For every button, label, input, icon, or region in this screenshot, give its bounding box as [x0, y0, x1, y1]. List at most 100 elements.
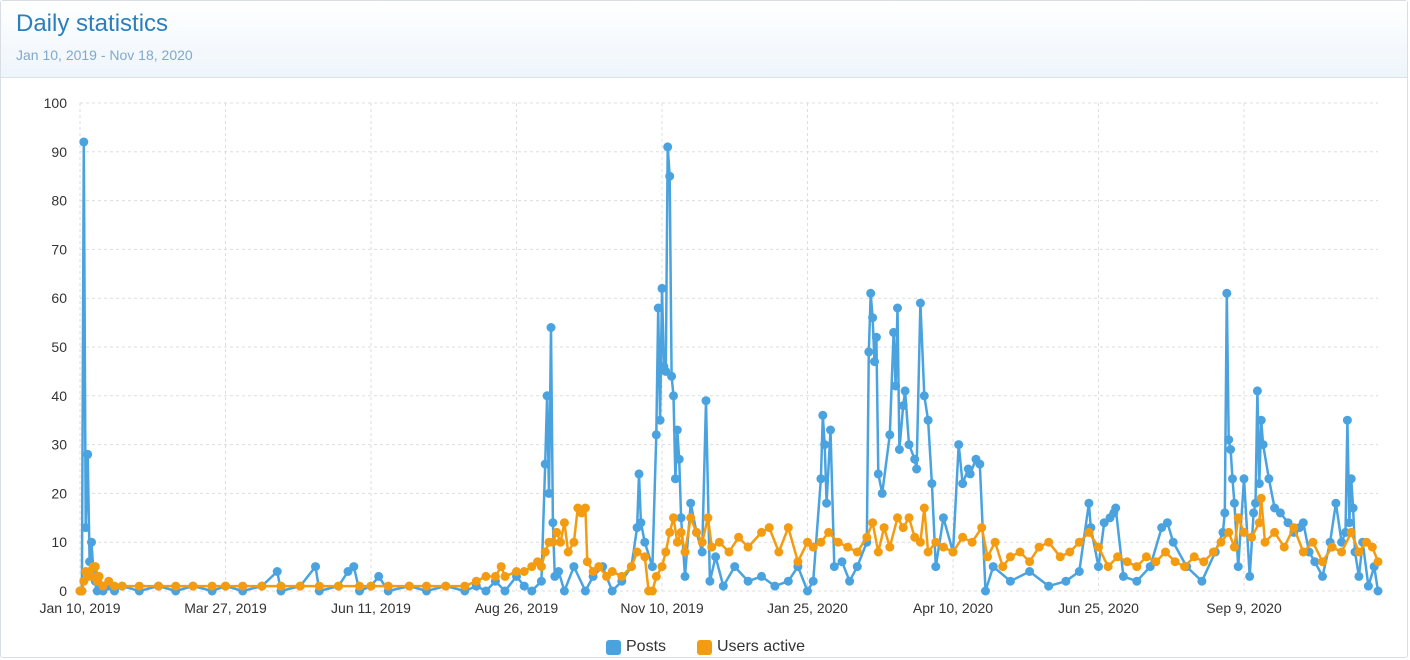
data-point-posts	[900, 386, 910, 396]
data-point-posts	[873, 469, 883, 479]
data-point-users-active	[893, 513, 902, 523]
data-point-posts	[1344, 518, 1354, 528]
data-point-users-active	[1346, 527, 1356, 537]
data-point-posts	[1346, 474, 1356, 484]
legend-label-users-active: Users active	[717, 638, 806, 655]
data-point-users-active	[931, 537, 941, 547]
data-point-users-active	[1025, 557, 1035, 567]
data-point-posts	[686, 498, 696, 508]
data-point-posts	[889, 327, 899, 337]
line-chart: 0 10 20 30 40 50 60 70 80 90 100 Jan 10, 2019 Mar 27…	[40, 95, 1383, 616]
data-point-posts	[981, 586, 990, 596]
x-tick-label: Mar 27, 2019	[184, 600, 267, 616]
y-tick-label: 60	[51, 290, 67, 306]
data-point-users-active	[134, 581, 144, 591]
data-point-posts	[1005, 576, 1015, 586]
data-point-posts	[803, 586, 812, 596]
data-point-posts	[634, 469, 644, 479]
data-point-users-active	[879, 523, 889, 533]
data-point-posts	[311, 562, 320, 572]
series-line-users-active	[80, 497, 1380, 593]
data-point-posts	[680, 571, 690, 581]
data-point-users-active	[552, 527, 562, 537]
legend-item-posts[interactable]: Posts	[606, 638, 666, 656]
data-point-users-active	[898, 523, 908, 533]
x-tick-label: Nov 10, 2019	[620, 600, 703, 616]
data-point-posts	[481, 586, 491, 596]
data-point-users-active	[1103, 562, 1113, 572]
data-point-users-active	[843, 542, 853, 552]
data-point-users-active	[873, 547, 883, 557]
data-point-users-active	[651, 571, 661, 581]
data-point-users-active	[990, 537, 1000, 547]
data-point-users-active	[734, 532, 744, 542]
data-point-users-active	[314, 581, 324, 591]
data-point-users-active	[1367, 542, 1377, 552]
data-point-users-active	[640, 552, 650, 562]
data-point-posts	[954, 440, 964, 450]
data-point-posts	[893, 303, 902, 313]
x-tick-label: Apr 10, 2020	[913, 600, 993, 616]
data-point-users-active	[594, 562, 604, 572]
data-point-users-active	[519, 567, 529, 576]
data-point-posts	[1061, 576, 1071, 586]
data-point-posts	[975, 459, 985, 469]
data-point-posts	[826, 425, 835, 435]
data-point-users-active	[1094, 542, 1103, 552]
data-point-posts	[1132, 576, 1142, 586]
data-point-posts	[1162, 518, 1172, 528]
data-point-users-active	[1308, 537, 1318, 547]
data-point-users-active	[676, 527, 686, 537]
data-point-posts	[1228, 474, 1237, 484]
data-point-posts	[864, 347, 874, 357]
data-point-users-active	[774, 547, 784, 557]
data-point-posts	[1264, 474, 1274, 484]
data-point-posts	[852, 562, 862, 572]
data-point-users-active	[1254, 518, 1264, 528]
data-point-posts	[636, 518, 646, 528]
data-point-posts	[1222, 288, 1232, 298]
data-point-posts	[697, 547, 707, 557]
data-point-users-active	[238, 581, 248, 591]
data-point-users-active	[724, 547, 734, 557]
data-point-posts	[783, 576, 793, 586]
data-point-posts	[770, 581, 780, 591]
data-point-users-active	[1373, 557, 1383, 567]
y-tick-label: 50	[51, 339, 67, 355]
data-point-users-active	[626, 562, 636, 572]
data-point-posts	[1256, 415, 1266, 425]
data-point-users-active	[355, 581, 364, 591]
data-point-users-active	[824, 527, 834, 537]
data-point-users-active	[1044, 537, 1054, 547]
data-point-users-active	[617, 571, 627, 581]
data-point-posts	[919, 391, 929, 401]
data-point-users-active	[808, 542, 818, 552]
legend-item-users-active[interactable]: Users active	[697, 638, 805, 656]
data-point-posts	[540, 459, 550, 469]
data-point-posts	[657, 283, 667, 293]
data-point-users-active	[958, 532, 968, 542]
data-point-users-active	[783, 523, 793, 533]
data-point-posts	[272, 567, 282, 576]
data-point-users-active	[1224, 527, 1234, 537]
data-point-posts	[1363, 581, 1373, 591]
data-point-users-active	[1113, 552, 1123, 562]
data-point-posts	[1226, 445, 1236, 454]
data-point-users-active	[1233, 513, 1243, 523]
data-point-users-active	[686, 513, 696, 523]
data-point-users-active	[154, 581, 163, 591]
data-point-users-active	[707, 542, 717, 552]
data-point-posts	[655, 415, 665, 425]
data-point-users-active	[559, 518, 569, 528]
data-point-users-active	[422, 581, 431, 591]
data-point-users-active	[383, 581, 393, 591]
data-point-users-active	[460, 581, 470, 591]
data-point-users-active	[919, 503, 929, 513]
data-point-users-active	[967, 537, 977, 547]
data-point-posts	[910, 454, 920, 464]
data-point-posts	[1331, 498, 1341, 508]
data-point-users-active	[1084, 527, 1094, 537]
data-point-users-active	[1180, 562, 1190, 572]
data-point-posts	[757, 571, 766, 581]
data-point-posts	[1298, 518, 1308, 528]
